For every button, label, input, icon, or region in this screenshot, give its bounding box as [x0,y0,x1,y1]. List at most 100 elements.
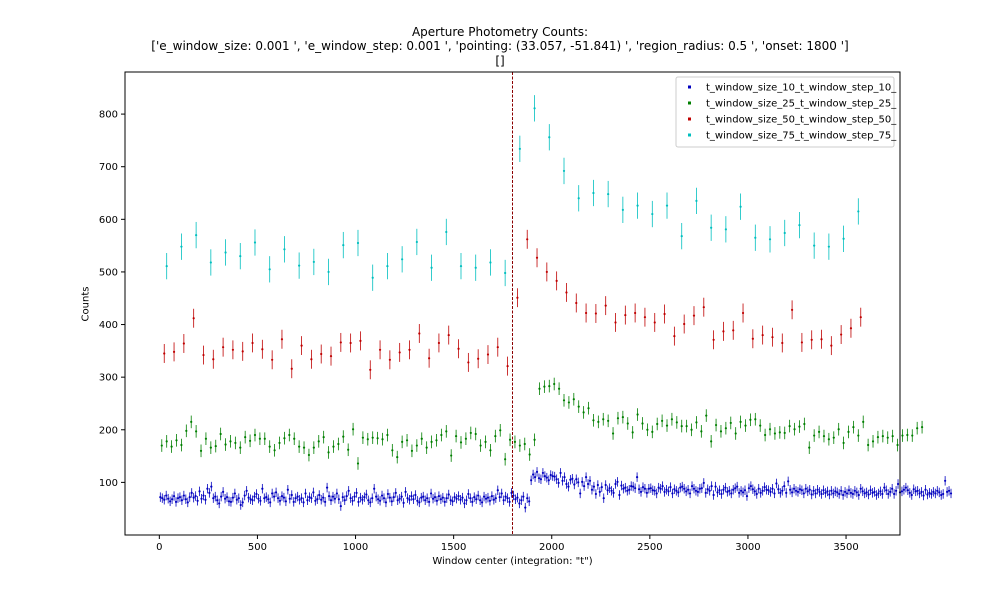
data-point [433,496,437,499]
data-point [636,413,639,416]
data-point [429,492,433,495]
data-point [292,500,295,503]
data-point [204,498,207,501]
data-point [771,487,774,490]
data-point [626,489,629,492]
data-point [612,491,615,495]
data-point [222,346,225,349]
data-point [196,499,199,502]
data-point [696,490,700,493]
data-point [440,433,443,437]
data-point [845,492,849,495]
data-point [508,438,512,441]
data-point [687,488,690,491]
data-point [533,438,536,441]
data-point [406,497,409,500]
data-point [920,490,923,493]
data-point [804,487,807,490]
data-point [581,480,584,483]
data-point [930,492,933,496]
data-point [800,341,803,344]
data-point [590,488,594,491]
data-point [877,492,880,495]
data-point [553,382,556,386]
data-point [172,350,176,354]
data-point [373,487,376,490]
data-point [312,260,315,264]
data-point [535,470,539,473]
data-point [220,495,223,498]
data-point [351,428,355,431]
data-point [180,245,183,248]
data-point [528,500,531,503]
data-point [832,436,835,439]
data-point [855,491,858,494]
data-point [736,485,739,488]
data-point [405,439,409,442]
data-point [577,481,580,484]
data-point [588,479,592,482]
data-point [439,498,442,501]
data-point [790,308,794,311]
data-point [857,210,860,213]
data-point [634,487,637,490]
data-point [761,489,764,492]
data-point [384,501,388,504]
data-point [502,499,505,502]
data-point [398,351,401,354]
data-point [896,443,899,447]
data-point [910,493,913,497]
data-point [541,471,545,475]
data-point [486,353,490,356]
data-point [457,494,460,498]
series-3 [165,95,860,291]
data-point [425,446,428,449]
data-point [271,358,274,361]
data-point [486,496,490,499]
data-point [653,321,656,324]
data-point [249,498,252,501]
data-point [235,498,238,501]
data-point [477,494,480,497]
data-point [361,436,364,439]
data-point [545,270,548,274]
data-point [908,491,911,495]
data-point [891,487,894,490]
data-point [533,107,536,110]
data-point [435,499,439,502]
data-point [922,494,925,497]
data-point [265,496,268,499]
data-point [584,476,588,479]
data-point [504,271,507,275]
data-point [665,204,669,207]
data-point [415,444,418,447]
data-point [526,497,529,500]
data-point [798,425,801,428]
data-point [347,448,350,451]
data-point [184,498,187,501]
data-point [889,490,892,493]
data-point [836,491,839,494]
data-point [180,443,183,447]
data-point [443,500,446,503]
data-point [575,301,578,305]
data-point [738,491,741,495]
data-point [584,311,588,315]
data-point [380,494,384,497]
legend-marker [688,85,691,89]
data-point [284,500,287,503]
y-tick-label: 500 [99,267,118,278]
data-point [932,490,935,493]
data-point [339,504,342,508]
data-point [679,486,682,489]
data-point [887,492,890,496]
data-point [572,398,575,401]
data-point [592,191,595,195]
data-point [661,419,664,422]
data-point [428,500,431,503]
data-point [251,341,254,345]
data-point [298,445,301,448]
data-point [263,497,266,500]
data-point [891,434,894,438]
data-point [290,367,293,370]
